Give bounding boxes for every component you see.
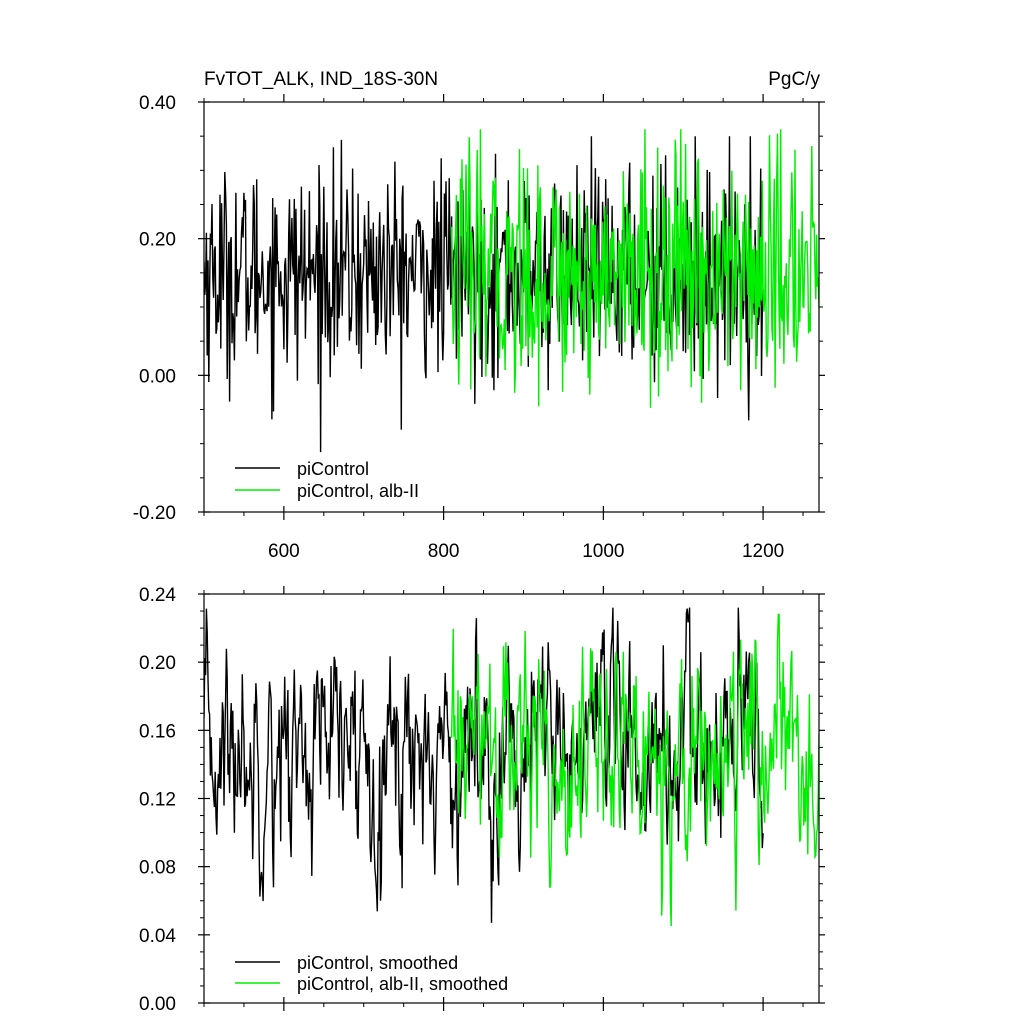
x-tick-label: 1200 xyxy=(742,541,784,562)
bottom-plot-area xyxy=(204,607,819,927)
x-tick-label: 600 xyxy=(268,541,300,562)
legend-label-piControl: piControl xyxy=(297,459,369,479)
series-group xyxy=(204,607,819,927)
top-plot-area xyxy=(204,129,819,453)
y-tick-label: 0.20 xyxy=(139,230,176,251)
y-tick-label: 0.20 xyxy=(139,653,176,674)
y-tick-label: -0.20 xyxy=(133,503,176,524)
top-panel-unit-label: PgC/y xyxy=(768,69,820,90)
bottom-axis-ticks: 0.00 0.04 0.08 0.12 0.16 0.20 0.24 xyxy=(139,585,825,1015)
x-tick-label: 1000 xyxy=(582,541,624,562)
bottom-plot-frame xyxy=(203,593,820,1004)
y-tick-label: 0.00 xyxy=(139,994,176,1015)
bottom-panel: 0.00 0.04 0.08 0.12 0.16 0.20 0.24 piControl, … xyxy=(139,585,825,1015)
bottom-legend: piControl, smoothed piControl, alb-II, s… xyxy=(235,953,508,994)
top-axis-ticks: -0.20 0.00 0.20 0.40 600 800 1000 1200 xyxy=(133,93,825,562)
y-tick-label: 0.24 xyxy=(139,585,176,606)
series-line-alb-II xyxy=(450,129,819,408)
series-line-alb-II xyxy=(450,613,819,927)
y-tick-label: 0.40 xyxy=(139,93,176,114)
top-legend: piControl piControl, alb-II xyxy=(235,459,419,501)
top-panel-title: FvTOT_ALK, IND_18S-30N xyxy=(204,69,438,90)
y-tick-label: 0.16 xyxy=(139,721,176,742)
legend-label-piControl-alb-II: piControl, alb-II xyxy=(297,481,419,501)
y-tick-label: 0.00 xyxy=(139,366,176,387)
y-tick-label: 0.04 xyxy=(139,926,176,947)
y-tick-label: 0.08 xyxy=(139,858,176,879)
y-tick-label: 0.12 xyxy=(139,790,176,811)
series-group xyxy=(204,129,819,453)
legend-label-piControl-alb-II-smoothed: piControl, alb-II, smoothed xyxy=(297,974,508,994)
top-panel: FvTOT_ALK, IND_18S-30N PgC/y -0.20 0.00 0.… xyxy=(133,69,825,562)
x-tick-label: 800 xyxy=(428,541,460,562)
legend-label-piControl-smoothed: piControl, smoothed xyxy=(297,953,458,973)
series-line-piControl xyxy=(204,607,764,923)
